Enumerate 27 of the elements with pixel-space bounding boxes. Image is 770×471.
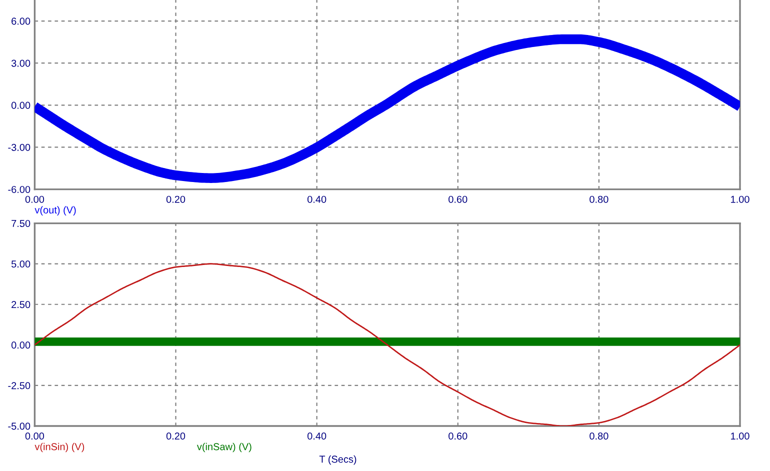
x-tick-label: 0.60 — [448, 432, 468, 440]
x-axis-title: T (Secs) — [319, 455, 356, 465]
y-tick-label: -3.00 — [8, 144, 30, 151]
x-tick-label: 0.40 — [307, 432, 326, 440]
x-tick-label: 0.00 — [25, 432, 44, 440]
text: v(out) (V) — [34, 206, 76, 216]
x-tick-label: 0.80 — [590, 196, 608, 203]
y-tick-label: -2.50 — [8, 382, 30, 390]
y-tick-label: 5.00 — [11, 260, 30, 268]
x-tick-label: 0.60 — [448, 196, 468, 203]
x-tick-label: 0.20 — [166, 196, 186, 203]
x-tick-label: 0.20 — [166, 432, 186, 440]
text: v(inSin) (V) — [34, 442, 84, 452]
y-tick-label: 7.50 — [12, 220, 30, 228]
x-tick-label: 1.00 — [731, 432, 750, 440]
y-tick-label: 3.00 — [11, 60, 30, 67]
text: v(inSaw) (V) — [196, 442, 252, 452]
y-tick-label: 6.00 — [12, 18, 30, 25]
y-tick-label: 0.00 — [11, 342, 30, 349]
y-tick-label: 2.50 — [12, 301, 30, 308]
x-tick-label: 0.80 — [590, 432, 608, 440]
y-tick-label: -5.00 — [8, 422, 30, 430]
x-tick-label: 0.00 — [25, 196, 44, 203]
x-tick-label: 0.40 — [307, 196, 326, 203]
x-tick-label: 1.00 — [731, 196, 750, 203]
y-tick-label: -6.00 — [8, 186, 30, 194]
y-tick-label: 0.00 — [11, 102, 30, 109]
